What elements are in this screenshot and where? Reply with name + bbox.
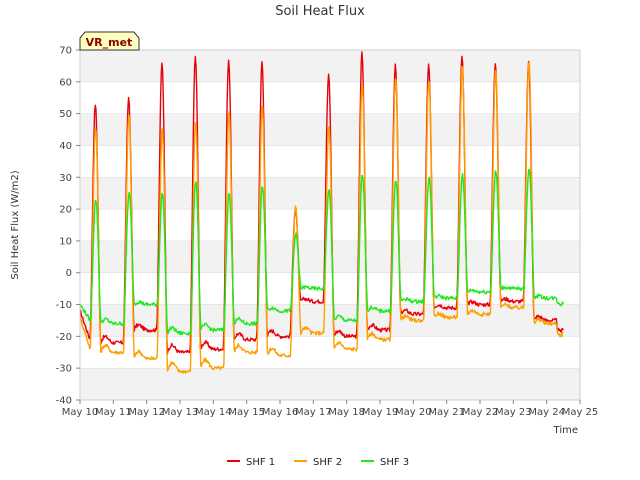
site-badge: VR_met xyxy=(79,31,140,51)
series-line-shf1 xyxy=(79,51,564,355)
x-tick-label: May 24 xyxy=(528,407,565,418)
x-tick-label: May 15 xyxy=(228,407,265,418)
x-tick-label: May 25 xyxy=(562,407,599,418)
y-tick-label: -20 xyxy=(56,332,72,343)
legend-label-shf2: SHF 2 xyxy=(313,457,342,468)
y-tick-label: 0 xyxy=(66,268,72,279)
legend-label-shf1: SHF 1 xyxy=(246,457,275,468)
legend-label-shf3: SHF 3 xyxy=(380,457,409,468)
chart-title: Soil Heat Flux xyxy=(275,4,365,19)
x-tick-label: May 12 xyxy=(128,407,165,418)
site-badge-box xyxy=(79,31,140,51)
y-tick-label: 30 xyxy=(59,173,72,184)
y-tick-label: 60 xyxy=(59,77,72,88)
x-tick-label: May 17 xyxy=(295,407,332,418)
series-line-shf2 xyxy=(79,61,564,374)
y-tick-label: -30 xyxy=(56,364,72,375)
series-lines xyxy=(79,51,564,374)
x-tick-label: May 21 xyxy=(428,407,465,418)
x-tick-label: May 18 xyxy=(328,407,365,418)
grid-band xyxy=(80,50,580,82)
y-tick-label: 10 xyxy=(59,236,72,247)
y-tick-label: 50 xyxy=(59,109,72,120)
legend: SHF 1 SHF 2 SHF 3 xyxy=(227,457,409,468)
y-axis-label: Soil Heat Flux (W/m2) xyxy=(10,170,21,279)
x-tick-label: May 23 xyxy=(495,407,532,418)
site-badge-label: VR_met xyxy=(86,36,133,49)
series-line-shf3 xyxy=(79,168,564,336)
x-tick-label: May 16 xyxy=(262,407,299,418)
grid-band xyxy=(80,240,580,273)
x-tick-label: May 22 xyxy=(462,407,499,418)
y-tick-label: -40 xyxy=(56,396,72,407)
x-tick-label: May 10 xyxy=(62,407,99,418)
y-axis-ticks: -40 -30 -20 -10 0 10 20 30 40 50 60 70 xyxy=(56,46,80,407)
x-tick-label: May 13 xyxy=(162,407,199,418)
x-tick-label: May 11 xyxy=(95,407,132,418)
grid-band xyxy=(80,368,580,400)
y-tick-label: 70 xyxy=(59,46,72,57)
y-tick-label: -10 xyxy=(56,300,72,311)
x-tick-label: May 19 xyxy=(362,407,399,418)
grid-band xyxy=(80,304,580,337)
y-tick-label: 20 xyxy=(59,205,72,216)
y-tick-label: 40 xyxy=(59,141,72,152)
x-tick-label: May 20 xyxy=(395,407,432,418)
x-axis-label: Time xyxy=(553,425,578,436)
plot-frame xyxy=(79,49,581,401)
x-tick-label: May 14 xyxy=(195,407,232,418)
